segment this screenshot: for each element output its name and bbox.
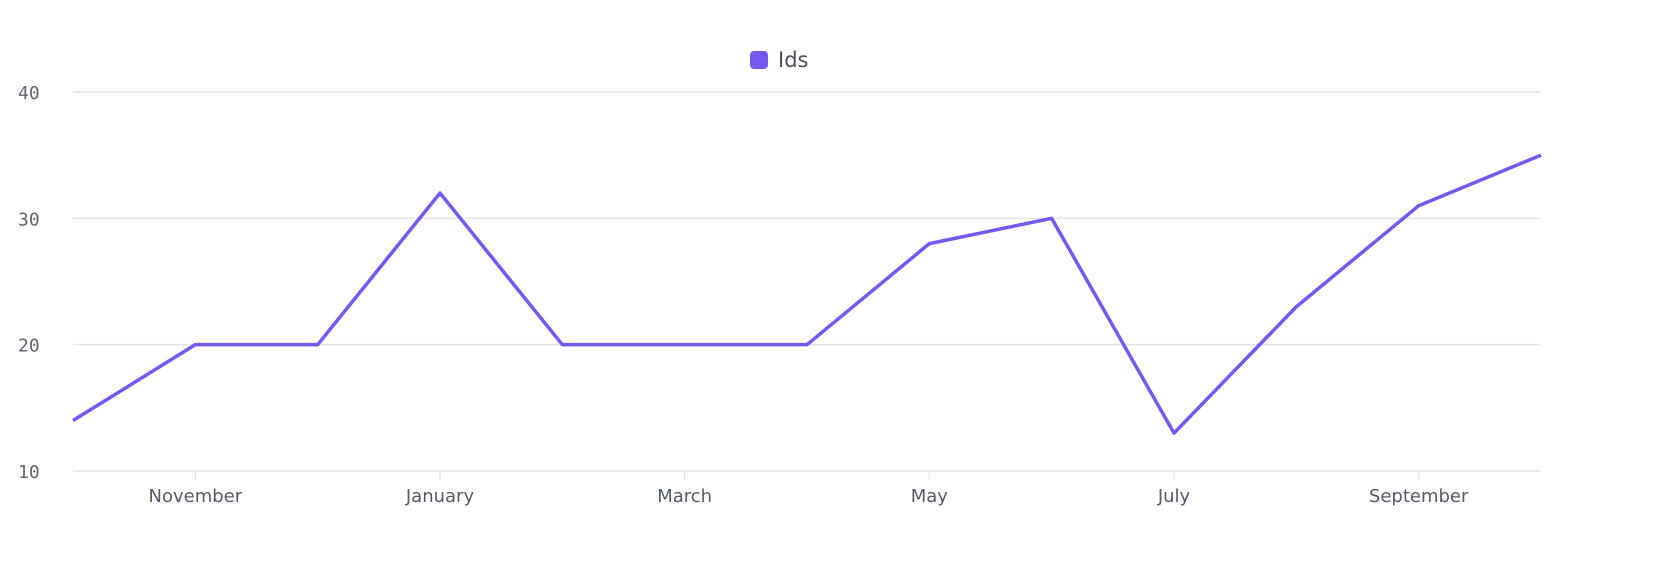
x-tick-label: January (405, 486, 475, 507)
x-tick-label: November (149, 486, 243, 507)
legend-label: Ids (778, 48, 808, 72)
y-tick-label: 30 (18, 209, 40, 230)
x-tick-label: September (1369, 486, 1469, 507)
y-tick-label: 10 (18, 462, 40, 483)
x-tick-label: March (657, 486, 712, 507)
x-tick-label: May (911, 486, 949, 507)
line-series (72, 153, 1542, 435)
y-tick-label: 40 (18, 83, 40, 104)
legend-swatch (750, 51, 768, 69)
y-tick-label: 20 (18, 336, 40, 357)
x-tick-label: July (1157, 486, 1191, 507)
